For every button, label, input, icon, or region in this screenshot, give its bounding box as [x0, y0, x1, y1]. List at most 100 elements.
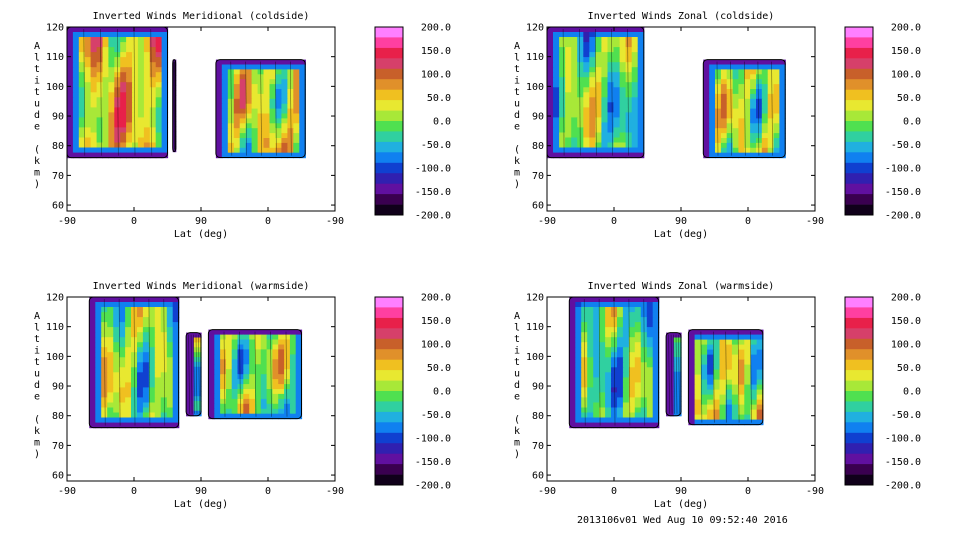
contour-cell: [587, 317, 594, 323]
contour-cell: [631, 87, 639, 93]
contour-cell: [738, 98, 745, 105]
colorbar-label: 150.0: [421, 46, 451, 57]
contour-cell: [221, 59, 229, 66]
contour-cell: [605, 407, 612, 414]
contour-cell: [625, 112, 633, 118]
contour-cell: [607, 27, 615, 33]
contour-cell: [102, 37, 109, 43]
contour-cell: [281, 113, 288, 119]
contour-cell: [725, 334, 733, 341]
contour-cell: [715, 142, 722, 149]
contour-cell: [565, 72, 572, 78]
colorbar-swatch: [375, 297, 403, 308]
contour-cell: [611, 392, 618, 398]
contour-cell: [619, 62, 627, 68]
contour-cell: [89, 402, 96, 409]
contour-cell: [131, 402, 138, 409]
contour-cell: [96, 52, 104, 58]
contour-cell: [577, 122, 584, 128]
contour-cell: [581, 397, 588, 403]
contour-cell: [95, 342, 102, 348]
contour-cell: [713, 394, 721, 401]
contour-cell: [703, 93, 710, 100]
contour-cell: [720, 108, 728, 115]
contour-cell: [617, 382, 624, 388]
colorbar-swatch: [845, 432, 873, 444]
contour-cell: [125, 322, 132, 328]
contour-cell: [233, 123, 241, 129]
contour-cell: [148, 297, 156, 303]
contour-cell: [707, 419, 714, 426]
contour-cell: [715, 118, 722, 124]
contour-cell: [622, 352, 630, 358]
contour-cell: [154, 312, 162, 318]
contour-cell: [284, 384, 291, 390]
contour-cell: [617, 302, 624, 308]
contour-cell: [547, 72, 554, 78]
contour-cell: [637, 132, 645, 139]
contour-cell: [281, 103, 288, 110]
contour-cell: [90, 72, 98, 78]
contour-cell: [215, 64, 223, 70]
colorbar: 200.0150.0100.050.00.0-50.0-100.0-150.0-…: [844, 23, 921, 222]
contour-cell: [214, 364, 221, 370]
contour-cell: [237, 374, 244, 380]
contour-cell: [732, 113, 739, 119]
contour-cell: [193, 405, 202, 412]
contour-cell: [715, 64, 722, 70]
colorbar-swatch: [375, 474, 403, 486]
contour-cell: [72, 102, 80, 108]
contour-cell: [119, 302, 126, 308]
contour-cell: [583, 27, 590, 33]
contour-outline: [207, 329, 302, 420]
contour-cell: [726, 133, 734, 139]
contour-cell: [96, 102, 104, 108]
contour-cell: [78, 137, 86, 144]
contour-cell: [631, 132, 639, 139]
contour-cell: [72, 47, 80, 53]
contour-cell: [613, 132, 621, 139]
contour-cell: [634, 302, 642, 308]
contour-cell: [275, 74, 282, 80]
contour-cell: [607, 117, 615, 123]
contour-cell: [646, 357, 654, 363]
contour-cell: [284, 344, 291, 350]
contour-cell: [587, 377, 594, 383]
contour-cell: [96, 47, 104, 53]
contour-cell: [131, 412, 138, 419]
contour-cell: [613, 42, 621, 48]
contour-cell: [161, 92, 169, 98]
contour-cell: [137, 347, 144, 353]
contour-cell: [559, 82, 566, 88]
contour-cell: [583, 82, 590, 88]
contour-cell: [625, 142, 633, 149]
contour-cell: [628, 372, 636, 378]
contour-cell: [589, 127, 596, 133]
contour-cell: [67, 32, 74, 38]
contour-cell: [148, 307, 156, 313]
contour-cell: [559, 97, 566, 103]
contour-cell: [142, 407, 150, 414]
colorbar-label: 50.0: [897, 363, 921, 374]
contour-cell: [628, 407, 636, 414]
contour-cell: [565, 102, 572, 108]
contour-cell: [186, 381, 195, 387]
contour-cell: [731, 394, 739, 401]
contour-cell: [553, 47, 560, 53]
colorbar-swatch: [375, 183, 403, 195]
contour-cell: [593, 297, 600, 303]
contour-line: [173, 61, 175, 150]
contour-cell: [137, 337, 144, 343]
contour-cell: [245, 118, 253, 124]
contour-cell: [631, 67, 639, 73]
contour-cell: [646, 332, 654, 338]
contour-cell: [607, 47, 615, 53]
contour-cell: [249, 364, 256, 370]
contour-cell: [547, 47, 554, 53]
contour-cell: [589, 42, 596, 48]
contour-cell: [119, 322, 126, 328]
contour-cell: [67, 77, 74, 83]
contour-cell: [255, 359, 262, 365]
colorbar: 200.0150.0100.050.00.0-50.0-100.0-150.0-…: [374, 23, 451, 222]
contour-cell: [132, 47, 139, 53]
